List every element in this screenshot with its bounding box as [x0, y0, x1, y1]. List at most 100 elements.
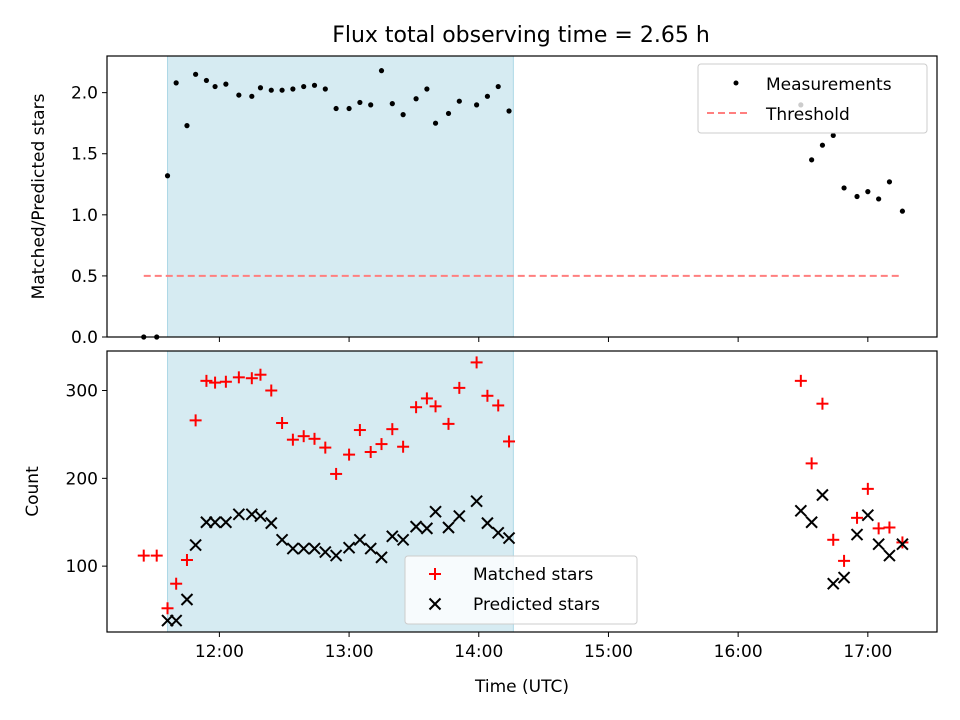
measurement-point-25 [413, 96, 419, 102]
matched-point-15 [297, 430, 310, 443]
matched-point-7 [209, 376, 222, 389]
measurement-point-26 [424, 86, 430, 92]
predicted-point-6 [219, 516, 233, 529]
top-axes-frame [106, 55, 938, 338]
top-y-ticks: 0.0 0.5 1.0 1.5 2.0 [71, 84, 107, 348]
predicted-point-41 [896, 537, 909, 551]
matched-point-17 [319, 441, 332, 454]
measurement-point-11 [257, 85, 264, 91]
predicted-point-10 [265, 516, 278, 530]
measurement-point-29 [456, 98, 462, 104]
matched-point-23 [386, 423, 399, 436]
top-x-ticks [218, 337, 869, 342]
predicted-point-34 [816, 488, 829, 502]
bottom-ytick-label-0: 100 [66, 557, 98, 577]
predicted-point-1 [169, 614, 183, 627]
bottom-ytick-label-2: 300 [66, 382, 98, 402]
predicted-point-9-b [254, 509, 267, 523]
measurement-point-41 [876, 196, 882, 202]
predicted-legend-glyph [428, 597, 442, 611]
predicted-point-38-b [861, 509, 875, 522]
matched-point-3 [170, 577, 183, 590]
measurement-point-3 [173, 80, 179, 86]
predicted-point-14 [308, 542, 321, 555]
matched-point-43 [896, 536, 909, 549]
measurement-point-23 [389, 101, 395, 107]
predicted-point-40-b [883, 549, 896, 562]
measurement-point-6 [203, 77, 210, 84]
predicted-point-19 [364, 542, 377, 555]
matched-point-30 [470, 356, 483, 369]
predicted-point-36 [837, 571, 851, 584]
predicted-point-31 [502, 531, 516, 545]
measurement-point-16 [311, 82, 318, 88]
predicted-point-9 [254, 509, 267, 523]
predicted-point-19-b [364, 542, 377, 555]
predicted-point-29 [481, 516, 494, 530]
measurement-point-8 [223, 81, 229, 87]
predicted-point-7 [232, 508, 246, 521]
bottom-panel: 100 200 300 12:00 13:00 14:00 15:00 16:00 17:00… [23, 350, 938, 697]
predicted-point-31-b [502, 531, 516, 545]
matched-point-36 [816, 397, 829, 410]
predicted-point-39 [872, 537, 885, 551]
bottom-legend: Matched stars Predicted stars [404, 555, 638, 625]
predicted-point-32 [794, 504, 808, 518]
matched-point-14 [286, 433, 299, 446]
matched-point-9 [232, 371, 245, 384]
predicted-point-3 [189, 538, 202, 552]
measurement-point-7 [212, 83, 218, 90]
predicted-point-26 [442, 521, 455, 534]
top-panel: 0.00.51.01.52.0 Matched/Predicted stars … [29, 55, 938, 348]
predicted-point-26-b [442, 521, 455, 534]
predicted-point-37 [850, 528, 864, 541]
matched-point-40 [861, 482, 874, 495]
predicted-legend-glyph-b [428, 597, 442, 611]
threshold-legend-label: Threshold [765, 105, 850, 125]
measurement-point-14 [290, 86, 296, 92]
predicted-point-37-b [850, 528, 864, 541]
predicted-point-18-b [353, 533, 367, 547]
predicted-point-23 [409, 520, 423, 533]
matched-point-6 [200, 374, 213, 387]
matched-point-25 [410, 401, 423, 414]
predicted-point-24-b [420, 522, 434, 535]
bottom-xtick-label-0: 12:00 [195, 642, 244, 662]
matched-point-28 [442, 417, 455, 430]
top-y-axis-label: Matched/Predicted stars [29, 93, 49, 299]
measurement-points [141, 68, 906, 340]
measurement-point-4 [184, 123, 190, 129]
bottom-ytick-label-1: 200 [66, 469, 98, 489]
predicted-point-11 [275, 533, 289, 547]
measurement-point-27 [432, 120, 439, 126]
predicted-point-21-b [386, 530, 399, 543]
matched-point-32 [492, 399, 505, 412]
measurement-point-19 [346, 105, 352, 112]
predicted-point-11-b [275, 533, 289, 547]
measurement-point-36 [819, 142, 826, 148]
predicted-point-28 [470, 494, 483, 508]
predicted-point-40 [883, 549, 896, 562]
matched-point-39 [851, 511, 864, 524]
predicted-point-33-b [805, 516, 818, 529]
matched-point-29 [453, 381, 466, 394]
predicted-point-16 [329, 549, 343, 562]
predicted-point-12 [286, 542, 300, 555]
predicted-point-25 [429, 505, 442, 518]
measurement-point-13 [279, 87, 285, 93]
predicted-point-28-b [470, 494, 483, 508]
matched-point-24 [397, 440, 410, 453]
matched-point-4 [180, 553, 193, 566]
measurement-point-22 [378, 68, 385, 74]
predicted-point-17-b [342, 541, 356, 554]
measurement-point-28 [445, 110, 452, 117]
top-legend: Measurements Threshold [697, 63, 928, 134]
measurement-point-35 [809, 157, 815, 163]
matched-point-38 [838, 554, 851, 567]
predicted-point-23-b [409, 520, 423, 533]
matched-point-22 [375, 438, 388, 451]
matched-stars-legend-label: Matched stars [473, 565, 593, 585]
predicted-point-13 [297, 542, 310, 555]
predicted-point-25-b [429, 505, 442, 518]
matched-legend-glyph [429, 568, 441, 580]
